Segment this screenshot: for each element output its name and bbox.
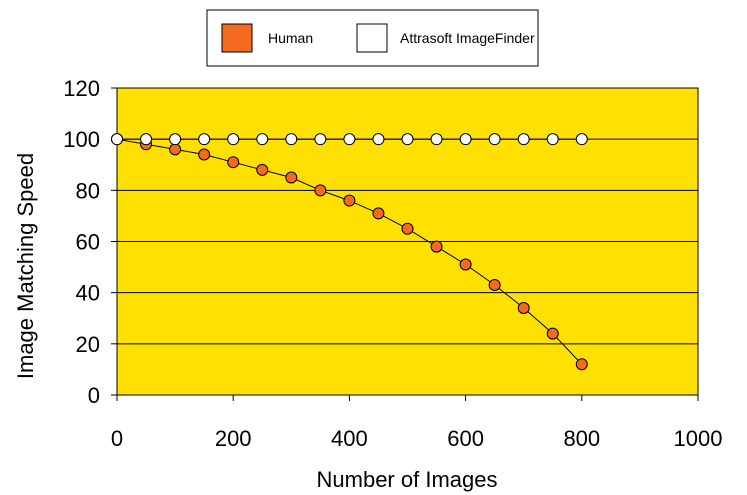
y-tick-label: 100 xyxy=(63,127,100,152)
legend-swatch-human xyxy=(221,23,253,53)
series-imagefinder xyxy=(111,133,588,146)
y-tick-label: 0 xyxy=(88,383,100,408)
data-point-imagefinder xyxy=(343,133,356,146)
data-point-human xyxy=(401,222,414,235)
data-point-human xyxy=(169,143,182,156)
legend: Human Attrasoft ImageFinder xyxy=(206,9,539,67)
data-point-human xyxy=(227,156,240,169)
legend-swatch-imagefinder xyxy=(356,23,388,53)
data-point-imagefinder xyxy=(111,133,123,146)
data-point-human xyxy=(372,207,385,220)
data-point-human xyxy=(256,163,269,176)
x-tick-label: 200 xyxy=(215,426,252,451)
x-axis-ticks: 0 200 400 600 800 1000 xyxy=(111,395,723,451)
series-layer xyxy=(111,133,588,371)
x-tick-label: 400 xyxy=(331,426,368,451)
data-point-human xyxy=(517,302,530,315)
legend-label-human: Human xyxy=(268,30,313,46)
data-point-imagefinder xyxy=(169,133,182,146)
data-point-human xyxy=(430,240,443,253)
y-tick-label: 20 xyxy=(76,332,100,357)
x-tick-label: 600 xyxy=(447,426,484,451)
data-point-imagefinder xyxy=(256,133,269,146)
data-point-imagefinder xyxy=(575,133,588,146)
data-point-imagefinder xyxy=(285,133,298,146)
data-point-human xyxy=(546,327,559,340)
data-point-imagefinder xyxy=(546,133,559,146)
x-axis-label: Number of Images xyxy=(317,467,498,492)
data-point-imagefinder xyxy=(488,133,501,146)
data-point-imagefinder xyxy=(140,133,153,146)
data-point-human xyxy=(488,278,501,291)
data-point-imagefinder xyxy=(372,133,385,146)
data-point-human xyxy=(575,358,588,371)
data-point-imagefinder xyxy=(401,133,414,146)
data-point-human xyxy=(285,171,298,184)
y-tick-label: 80 xyxy=(76,178,100,203)
data-point-human xyxy=(343,194,356,207)
data-point-imagefinder xyxy=(227,133,240,146)
y-tick-label: 120 xyxy=(63,76,100,101)
x-tick-label: 1000 xyxy=(674,426,723,451)
y-axis-ticks: 0 20 40 60 80 100 120 xyxy=(63,76,117,408)
data-point-imagefinder xyxy=(517,133,530,146)
data-point-imagefinder xyxy=(459,133,472,146)
y-tick-label: 60 xyxy=(76,230,100,255)
data-point-human xyxy=(314,184,327,197)
y-axis-label: Image Matching Speed xyxy=(13,153,38,379)
data-point-imagefinder xyxy=(314,133,327,146)
data-point-imagefinder xyxy=(430,133,443,146)
data-point-human xyxy=(198,148,211,161)
x-tick-label: 800 xyxy=(563,426,600,451)
data-point-imagefinder xyxy=(198,133,211,146)
legend-label-imagefinder: Attrasoft ImageFinder xyxy=(400,30,535,46)
x-tick-label: 0 xyxy=(111,426,123,451)
y-tick-label: 40 xyxy=(76,281,100,306)
data-point-human xyxy=(459,258,472,271)
